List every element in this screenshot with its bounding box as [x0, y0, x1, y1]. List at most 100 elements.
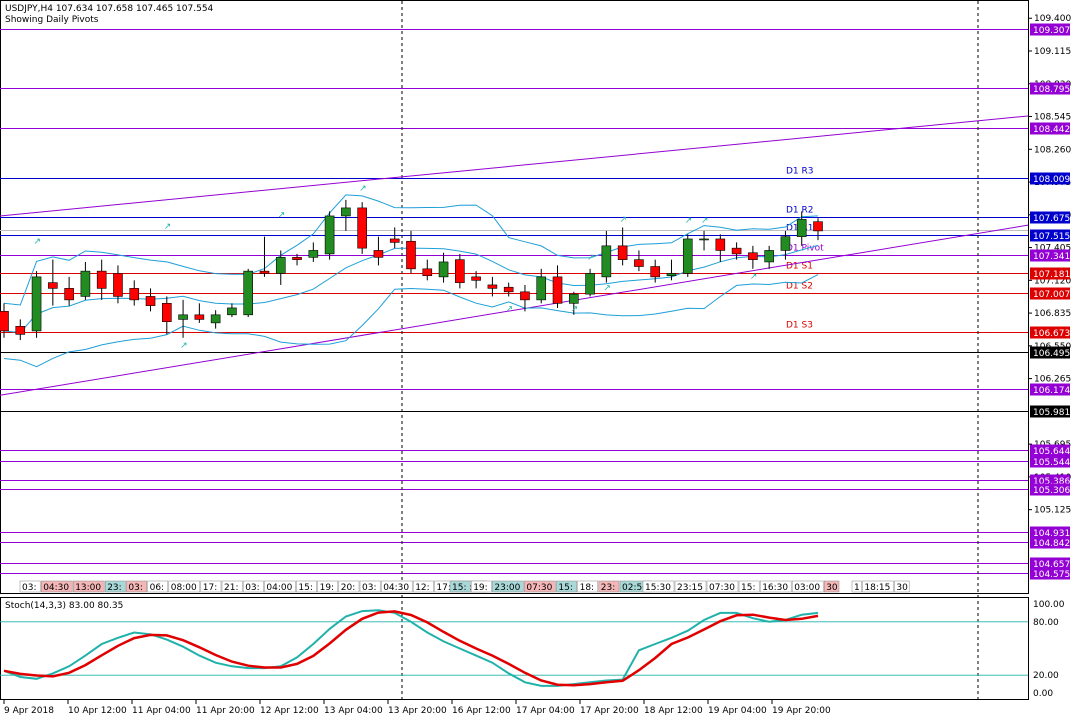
- bearish-candle: [471, 276, 481, 281]
- bullish-candle: [585, 273, 595, 295]
- session-tag-label: 06:: [150, 583, 164, 593]
- bullish-candle: [764, 250, 774, 263]
- session-tag: [706, 580, 739, 593]
- time-label: 11 Apr 20:00: [196, 706, 255, 716]
- price-label: 108.442: [1033, 125, 1070, 135]
- session-tag: [104, 580, 126, 593]
- bullish-candle: [178, 314, 188, 320]
- stoch-tick-label: 20.00: [1033, 671, 1059, 681]
- time-label: 19 Apr 04:00: [708, 706, 767, 716]
- bearish-candle: [715, 238, 726, 251]
- session-tag: [851, 580, 862, 593]
- session-tag: [598, 580, 620, 593]
- bearish-candle: [48, 282, 58, 289]
- time-label: 13 Apr 04:00: [324, 706, 383, 716]
- session-tag-label: 23:: [601, 583, 615, 593]
- session-tag: [894, 580, 910, 593]
- time-label: 18 Apr 12:00: [644, 706, 703, 716]
- band-lower: [3, 274, 819, 368]
- session-tag: [126, 580, 147, 593]
- bullish-candle: [536, 276, 547, 301]
- bullish-candle: [210, 314, 221, 324]
- price-label-box: [1030, 172, 1070, 185]
- session-tag-label: 21:: [224, 583, 238, 593]
- session-tag: [823, 580, 840, 593]
- stoch-tick-label: 100.00: [1033, 600, 1065, 610]
- session-tag-label: 18:15: [864, 583, 890, 593]
- time-label: 19 Apr 20:00: [772, 706, 831, 716]
- fractal-marker: ↗: [164, 222, 172, 232]
- session-tag-label: 04:30: [43, 583, 69, 593]
- stoch-tick-label: 80.00: [1033, 618, 1059, 628]
- fractal-marker: ↗: [571, 304, 579, 314]
- price-label-box: [1030, 267, 1070, 280]
- session-tag: [470, 580, 492, 593]
- session-tag: [264, 580, 296, 593]
- session-tag-label: 30: [896, 583, 908, 593]
- session-tag: [862, 580, 894, 593]
- session-tag: [338, 580, 360, 593]
- session-tag-label: 15:30: [645, 583, 671, 593]
- price-label-box: [1030, 557, 1070, 570]
- price-label: 106.495: [1033, 349, 1070, 359]
- pivot-level-name: D1 S3: [786, 321, 813, 331]
- price-tick-label: 109.115: [1034, 47, 1071, 57]
- bearish-candle: [520, 291, 530, 301]
- bullish-candle: [568, 293, 579, 304]
- price-label: 104.657: [1033, 560, 1070, 570]
- bearish-candle: [617, 245, 628, 260]
- price-label: 105.386: [1033, 477, 1070, 487]
- session-tag: [759, 580, 792, 593]
- bearish-candle: [389, 238, 400, 243]
- session-tag: [317, 580, 339, 593]
- price-label-box: [1030, 405, 1070, 418]
- fractal-marker: ↗: [620, 215, 628, 225]
- price-label: 107.515: [1033, 232, 1070, 242]
- bullish-candle: [275, 257, 286, 274]
- main-plot-frame: [0, 0, 1029, 594]
- price-label-box: [1030, 211, 1070, 224]
- session-tag: [524, 580, 556, 593]
- session-tag-label: 12:: [415, 583, 429, 593]
- pivot-level-name: D1 S1: [786, 262, 813, 272]
- time-label: 16 Apr 12:00: [452, 706, 511, 716]
- stoch-plot-frame: [0, 597, 1029, 700]
- fractal-marker: ↗: [34, 237, 42, 247]
- bullish-candle: [324, 215, 335, 255]
- price-label-box: [1030, 249, 1070, 262]
- session-tag-label: 22:30: [458, 583, 484, 593]
- chart-header: USDJPY,H4 107.634 107.658 107.465 107.55…: [5, 4, 213, 26]
- stoch-label: Stoch(14,3,3) 83.00 80.35: [5, 601, 124, 611]
- bearish-candle: [487, 284, 498, 289]
- price-label: 106.673: [1033, 329, 1070, 339]
- bearish-candle: [0, 311, 9, 332]
- bullish-candle: [666, 273, 677, 277]
- bullish-candle: [780, 236, 791, 251]
- session-tag: [449, 580, 471, 593]
- fractal-marker: ↗: [750, 272, 758, 282]
- fractal-marker: ↗: [506, 304, 514, 314]
- session-tag: [412, 580, 434, 593]
- stoch-tick-label: 0.00: [1033, 689, 1053, 699]
- price-label-box: [1030, 229, 1070, 242]
- bearish-candle: [64, 288, 74, 301]
- session-tag: [200, 580, 222, 593]
- session-tag-label: 17:: [436, 583, 450, 593]
- pivot-level-name: D1 S2: [786, 282, 813, 292]
- fractal-marker: ↗: [603, 284, 611, 294]
- session-tag-label: 18:: [580, 583, 594, 593]
- price-label: 105.306: [1033, 486, 1070, 496]
- session-tag: [168, 580, 201, 593]
- price-label: 108.795: [1033, 85, 1070, 95]
- stoch-main-line: [3, 609, 819, 687]
- bullish-candle: [699, 238, 709, 241]
- bullish-candle: [308, 250, 319, 258]
- price-label-box: [1030, 526, 1070, 539]
- bearish-candle: [292, 257, 302, 260]
- price-label-box: [1030, 536, 1070, 549]
- bullish-candle: [682, 238, 693, 274]
- session-tag: [642, 580, 675, 593]
- bearish-candle: [129, 288, 140, 301]
